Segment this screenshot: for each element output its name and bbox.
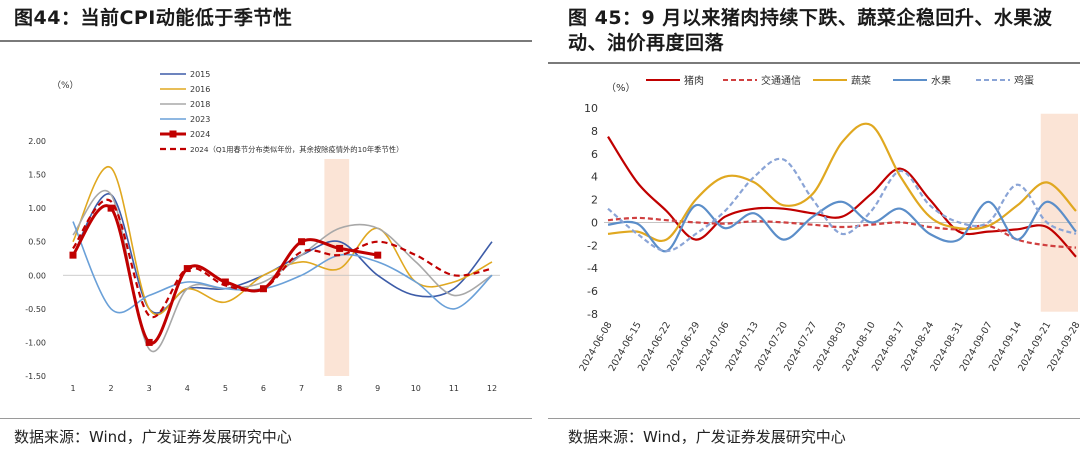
x-tick-label: 4 xyxy=(185,384,190,393)
series-line-水果 xyxy=(607,200,1077,253)
highlight-band xyxy=(324,159,350,376)
right-bottom-rule xyxy=(548,418,1080,419)
y-unit-label: （%） xyxy=(606,82,636,94)
y-tick-label: 1.00 xyxy=(28,204,46,213)
series-line-2023 xyxy=(72,221,493,314)
series-line-猪肉 xyxy=(607,136,1077,258)
legend-label: 2024（Q1用春节分布类似年份，其余按除疫情外的10年季节性） xyxy=(190,145,403,154)
legend-label: 水果 xyxy=(931,75,951,87)
y-tick-label: 1.50 xyxy=(28,171,46,180)
x-tick-label: 10 xyxy=(411,384,421,393)
left-panel: 图44：当前CPI动能低于季节性 （%） 2.00 1.50 1.00 0.50 0.00… xyxy=(0,0,532,456)
right-source-note: 数据来源：Wind，广发证券发展研究中心 xyxy=(568,428,846,446)
highlight-band xyxy=(1040,113,1078,312)
series-line-2024 xyxy=(72,198,493,319)
x-tick-label: 2 xyxy=(109,384,114,393)
y-tick-label: 0.50 xyxy=(28,238,46,247)
y-tick-label: -4 xyxy=(587,262,598,275)
right-figure-title: 图 45：9 月以来猪肉持续下跌、蔬菜企稳回升、水果波动、油价再度回落 xyxy=(568,7,1053,54)
series-marker xyxy=(298,238,306,246)
y-tick-label: 0.00 xyxy=(28,271,46,280)
series-line-2024 xyxy=(71,204,378,345)
x-tick-label: 11 xyxy=(449,384,459,393)
series-marker xyxy=(374,251,382,259)
right-line-chart: （%）1086420-2-4-6-82024-06-082024-06-1520… xyxy=(577,74,1080,373)
y-tick-label: -0.50 xyxy=(25,305,46,314)
left-line-chart: （%）2.001.501.000.500.00-0.50-1.00-1.501 2… xyxy=(25,70,500,393)
series-marker xyxy=(336,244,344,252)
legend-marker xyxy=(169,130,177,138)
left-figure-title: 图44：当前CPI动能低于季节性 xyxy=(14,7,293,29)
x-tick-label: 3 xyxy=(147,384,152,393)
legend-label: 鸡蛋 xyxy=(1014,74,1034,87)
series-line-鸡蛋 xyxy=(607,157,1077,253)
series-line-蔬菜 xyxy=(607,122,1077,242)
y-tick-label: 8 xyxy=(591,125,598,138)
legend-label: 蔬菜 xyxy=(851,75,871,87)
x-tick-label: 12 xyxy=(487,384,497,393)
right-panel: 图 45：9 月以来猪肉持续下跌、蔬菜企稳回升、水果波动、油价再度回落 （%） 1… xyxy=(548,0,1080,456)
x-tick-label: 5 xyxy=(223,384,228,393)
legend-label: 交通通信 xyxy=(761,74,801,87)
y-tick-label: 2 xyxy=(591,194,598,207)
y-tick-label: 0 xyxy=(591,216,598,229)
legend-label: 2024 xyxy=(190,130,210,139)
y-tick-label: -6 xyxy=(587,285,598,298)
x-tick-label: 1 xyxy=(70,384,75,393)
left-bottom-rule xyxy=(0,418,532,419)
y-tick-label: -1.00 xyxy=(25,338,46,347)
y-tick-label: -8 xyxy=(587,308,598,321)
series-marker xyxy=(69,251,77,259)
left-title-rule xyxy=(0,40,532,42)
right-title-rule xyxy=(548,62,1080,64)
series-marker xyxy=(107,204,115,212)
series-marker xyxy=(145,338,153,346)
y-tick-label: 4 xyxy=(591,171,598,184)
y-tick-label: 2.00 xyxy=(28,137,46,146)
legend-label: 2018 xyxy=(190,100,210,109)
left-source-note: 数据来源：Wind，广发证券发展研究中心 xyxy=(14,428,292,446)
y-tick-label: 10 xyxy=(584,102,598,115)
x-tick-label: 8 xyxy=(337,384,342,393)
y-unit-label: （%） xyxy=(52,80,79,91)
legend-label: 2016 xyxy=(190,85,210,94)
x-tick-label: 6 xyxy=(261,384,266,393)
x-tick-label: 9 xyxy=(375,384,380,393)
y-tick-label: -1.50 xyxy=(25,372,46,381)
x-tick-label: 7 xyxy=(299,384,304,393)
series-line-交通通信 xyxy=(607,216,1077,249)
legend-label: 2015 xyxy=(190,70,210,79)
legend-label: 2023 xyxy=(190,115,210,124)
legend-label: 猪肉 xyxy=(684,74,704,87)
y-tick-label: -2 xyxy=(587,239,598,252)
series-line-2015 xyxy=(72,193,493,314)
series-marker xyxy=(221,278,229,286)
y-tick-label: 6 xyxy=(591,148,598,161)
